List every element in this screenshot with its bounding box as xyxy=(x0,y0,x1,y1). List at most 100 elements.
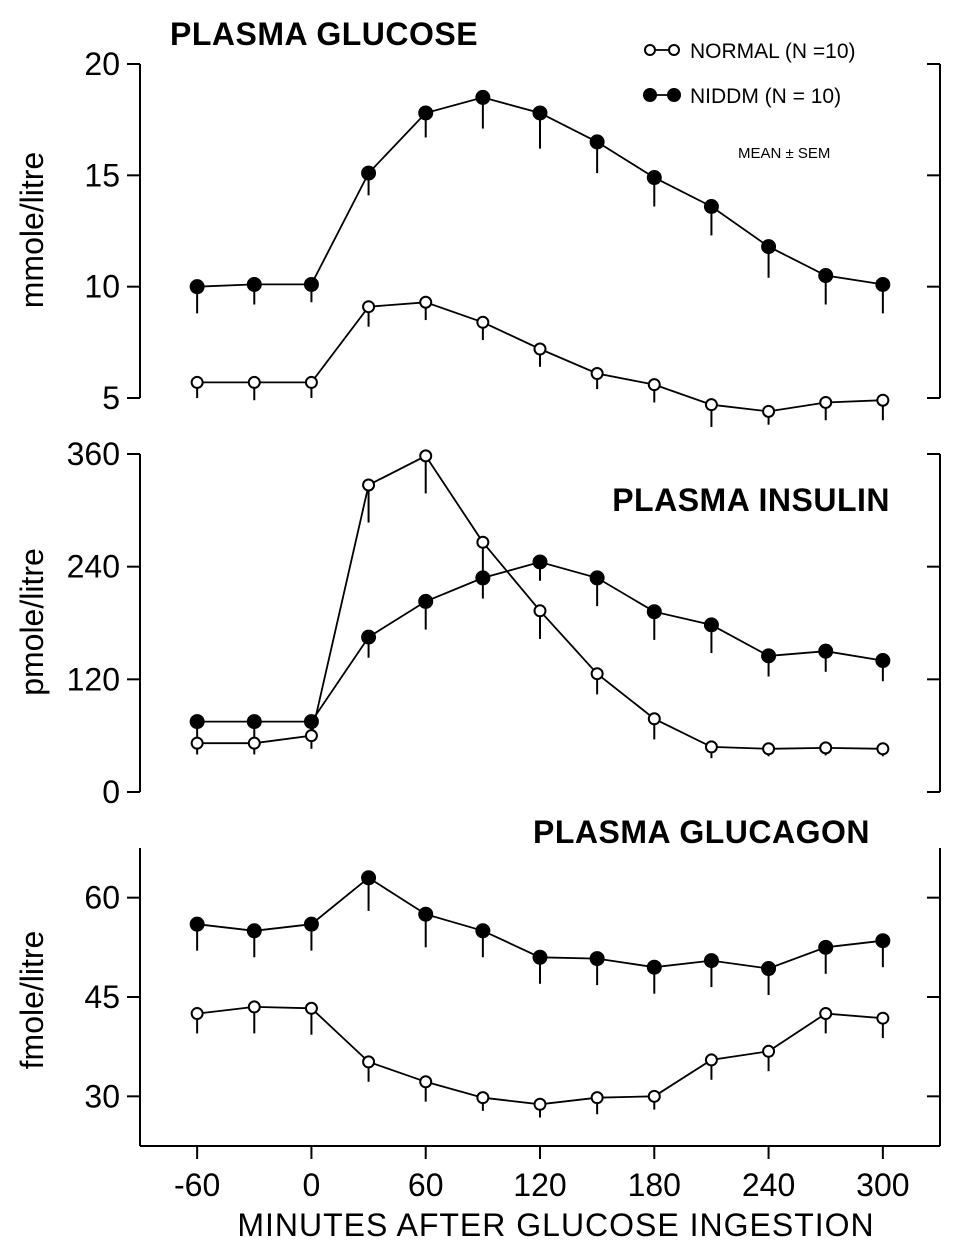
plasma-glucose-niddm-point xyxy=(703,199,719,215)
plasma-glucagon-niddm-point xyxy=(361,870,377,886)
legend-niddm-marker xyxy=(643,88,657,102)
plasma-glucose-niddm-point xyxy=(532,105,548,121)
plasma-glucagon-xtick-label: 240 xyxy=(742,1167,795,1203)
plasma-glucagon-xtick-label: 0 xyxy=(303,1167,321,1203)
plasma-insulin-normal-point xyxy=(190,736,204,750)
plasma-glucose-normal-point xyxy=(704,398,718,412)
plasma-glucagon-normal-point xyxy=(876,1011,890,1025)
plasma-insulin-niddm-point xyxy=(418,593,434,609)
plasma-insulin-niddm-point xyxy=(189,714,205,730)
plasma-glucagon-normal-point xyxy=(762,1044,776,1058)
plasma-glucagon-niddm-point xyxy=(703,953,719,969)
plasma-glucose-niddm-point xyxy=(646,170,662,186)
plasma-insulin-normal-point xyxy=(876,742,890,756)
plasma-glucose-niddm-point xyxy=(589,134,605,150)
plasma-glucose-normal-point xyxy=(876,393,890,407)
legend-layer: NORMAL (N =10) NIDDM (N = 10) MEAN ± SEM xyxy=(643,40,856,162)
plasma-glucagon-normal-point xyxy=(190,1007,204,1021)
plasma-glucagon-xtick-label: 60 xyxy=(408,1167,444,1203)
plasma-glucose-normal-point xyxy=(590,367,604,381)
plasma-glucose-normal-point xyxy=(819,395,833,409)
plasma-glucagon-ytick-label: 45 xyxy=(84,979,120,1015)
plasma-glucose-normal-point xyxy=(762,404,776,418)
plasma-insulin-ylabel: pmole/litre xyxy=(14,548,50,696)
legend-normal-marker xyxy=(668,44,680,56)
axes-layer xyxy=(127,63,941,1159)
plasma-glucose-niddm-point xyxy=(246,276,262,292)
plasma-insulin-normal-point xyxy=(819,741,833,755)
plasma-glucagon-niddm-point xyxy=(761,961,777,977)
plasma-insulin-niddm-point xyxy=(646,604,662,620)
plasma-glucagon-niddm-point xyxy=(246,923,262,939)
plasma-glucose-ytick-label: 10 xyxy=(84,269,120,305)
plasma-glucose-niddm-point xyxy=(818,268,834,284)
plasma-glucagon-normal-point xyxy=(476,1091,490,1105)
plasma-insulin-ytick-label: 360 xyxy=(67,436,120,472)
plasma-insulin-ytick-label: 120 xyxy=(67,661,120,697)
plasma-insulin-niddm-point xyxy=(875,653,891,669)
plasma-glucagon-niddm-point xyxy=(532,949,548,965)
plasma-insulin-niddm-point xyxy=(703,617,719,633)
plasma-insulin-niddm-point xyxy=(818,643,834,659)
legend-note: MEAN ± SEM xyxy=(738,145,830,162)
plasma-insulin-normal-point xyxy=(704,740,718,754)
plasma-glucagon-title: PLASMA GLUCAGON xyxy=(533,814,870,850)
text-layer: 20 15 10 5 mmole/litre PLASMA GLUCOSE 360 240 12… xyxy=(14,16,910,1243)
legend-niddm-label: NIDDM (N = 10) xyxy=(690,85,841,108)
plasma-glucagon-normal-point xyxy=(419,1075,433,1089)
legend-normal-label: NORMAL (N =10) xyxy=(690,40,856,63)
plasma-insulin-niddm-point xyxy=(761,648,777,664)
plasma-glucose-normal-point xyxy=(247,375,261,389)
plasma-insulin-ytick-label: 240 xyxy=(67,549,120,585)
data-layer xyxy=(189,89,891,1118)
plasma-glucagon-normal-point xyxy=(819,1007,833,1021)
plasma-insulin-normal-point xyxy=(590,667,604,681)
plasma-glucagon-xtick-label: 300 xyxy=(856,1167,909,1203)
plasma-glucagon-ytick-label: 30 xyxy=(84,1078,120,1114)
plasma-glucagon-niddm-point xyxy=(475,923,491,939)
plasma-glucagon-ylabel: fmole/litre xyxy=(14,931,50,1070)
plasma-glucagon-xtick-label: -60 xyxy=(174,1167,220,1203)
plasma-glucagon-niddm-point xyxy=(418,906,434,922)
plasma-glucose-niddm-point xyxy=(761,239,777,255)
plasma-glucagon-normal-point xyxy=(590,1091,604,1105)
plasma-glucose-normal-point xyxy=(533,342,547,356)
plasma-glucagon-niddm-point xyxy=(875,933,891,949)
plasma-insulin-niddm-point xyxy=(246,714,262,730)
plasma-insulin-normal-point xyxy=(247,736,261,750)
plasma-glucagon-normal-point xyxy=(533,1097,547,1111)
plasma-glucagon-niddm-point xyxy=(589,951,605,967)
plasma-insulin-niddm-point xyxy=(532,554,548,570)
plasma-insulin-niddm-point xyxy=(361,629,377,645)
legend-normal-marker xyxy=(644,44,656,56)
plasma-insulin-normal-point xyxy=(647,712,661,726)
plasma-glucose-normal-point xyxy=(647,378,661,392)
plasma-glucose-ylabel: mmole/litre xyxy=(14,152,50,308)
plasma-glucagon-normal-point xyxy=(704,1053,718,1067)
plasma-glucagon-niddm-point xyxy=(189,916,205,932)
plasma-glucose-niddm-point xyxy=(361,165,377,181)
plasma-insulin-normal-point xyxy=(362,478,376,492)
plasma-insulin-normal-point xyxy=(476,535,490,549)
plasma-insulin-title: PLASMA INSULIN xyxy=(612,482,890,518)
plasma-glucagon-niddm-point xyxy=(303,916,319,932)
plasma-glucose-niddm-point xyxy=(875,276,891,292)
plasma-glucagon-xtick-label: 180 xyxy=(628,1167,681,1203)
plasma-insulin-normal-point xyxy=(419,449,433,463)
plasma-glucose-normal-point xyxy=(190,375,204,389)
plasma-glucose-niddm-point xyxy=(303,276,319,292)
plasma-glucagon-normal-point xyxy=(247,1000,261,1014)
plasma-glucose-ytick-label: 15 xyxy=(84,157,120,193)
plasma-glucose-normal-point xyxy=(362,300,376,314)
plasma-glucose-ytick-label: 20 xyxy=(84,46,120,82)
plasma-glucagon-xtick-label: 120 xyxy=(513,1167,566,1203)
plasma-glucagon-normal-point xyxy=(362,1055,376,1069)
x-axis-title: MINUTES AFTER GLUCOSE INGESTION xyxy=(237,1207,874,1243)
plasma-glucose-niddm-point xyxy=(418,105,434,121)
plasma-glucose-normal-point xyxy=(476,315,490,329)
plasma-glucagon-normal-point xyxy=(647,1089,661,1103)
plasma-glucagon-ytick-label: 60 xyxy=(84,880,120,916)
legend-niddm-marker xyxy=(667,88,681,102)
plasma-insulin-ytick-label: 0 xyxy=(102,774,120,810)
